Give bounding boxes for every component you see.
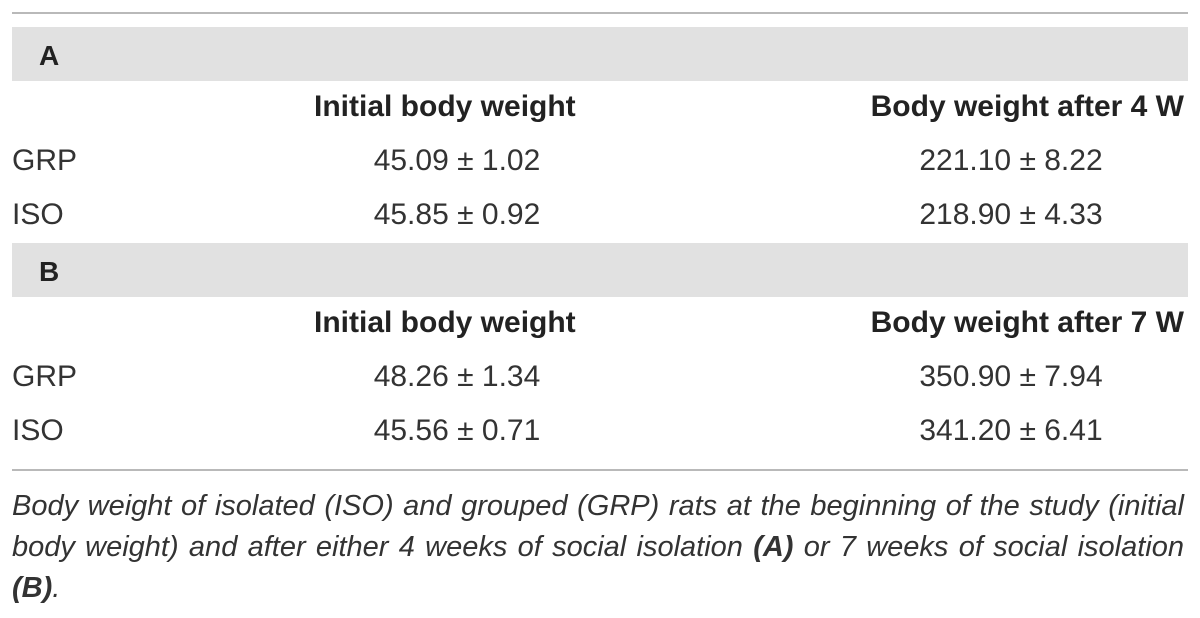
after-weight-cell: 218.90 ± 4.33 [919, 198, 1103, 231]
caption-text: Body weight of isolated (ISO) and groupe… [12, 490, 1184, 563]
row-label-iso: ISO [12, 414, 64, 447]
row-label-iso: ISO [12, 198, 64, 231]
initial-weight-cell: 48.26 ± 1.34 [373, 360, 541, 393]
caption-ref-b: (B) [12, 572, 53, 604]
section-a-initial-weight-header: Initial body weight [314, 90, 576, 123]
section-b-after-weight-header: Body weight after 7 W [870, 306, 1184, 339]
section-b-label: B [39, 256, 60, 287]
after-weight-cell: 350.90 ± 7.94 [919, 360, 1103, 393]
section-b-header: B [12, 243, 1188, 297]
initial-weight-cell: 45.85 ± 0.92 [373, 198, 541, 231]
initial-weight-cell: 45.56 ± 0.71 [373, 414, 541, 447]
table-caption: Body weight of isolated (ISO) and groupe… [12, 486, 1184, 609]
caption-text-middle: or 7 weeks of social isolation [793, 531, 1184, 563]
caption-text-end: . [52, 572, 61, 604]
section-a-after-weight-header: Body weight after 4 W [870, 90, 1184, 123]
table-top-rule [12, 12, 1188, 14]
section-b-initial-weight-header: Initial body weight [314, 306, 576, 339]
section-a-header: A [12, 27, 1188, 81]
table-bottom-rule [12, 469, 1188, 471]
section-a-label: A [39, 40, 60, 71]
initial-weight-cell: 45.09 ± 1.02 [373, 144, 541, 177]
row-label-grp: GRP [12, 144, 78, 177]
after-weight-cell: 341.20 ± 6.41 [919, 414, 1103, 447]
caption-ref-a: (A) [753, 531, 794, 563]
row-label-grp: GRP [12, 360, 78, 393]
after-weight-cell: 221.10 ± 8.22 [919, 144, 1103, 177]
